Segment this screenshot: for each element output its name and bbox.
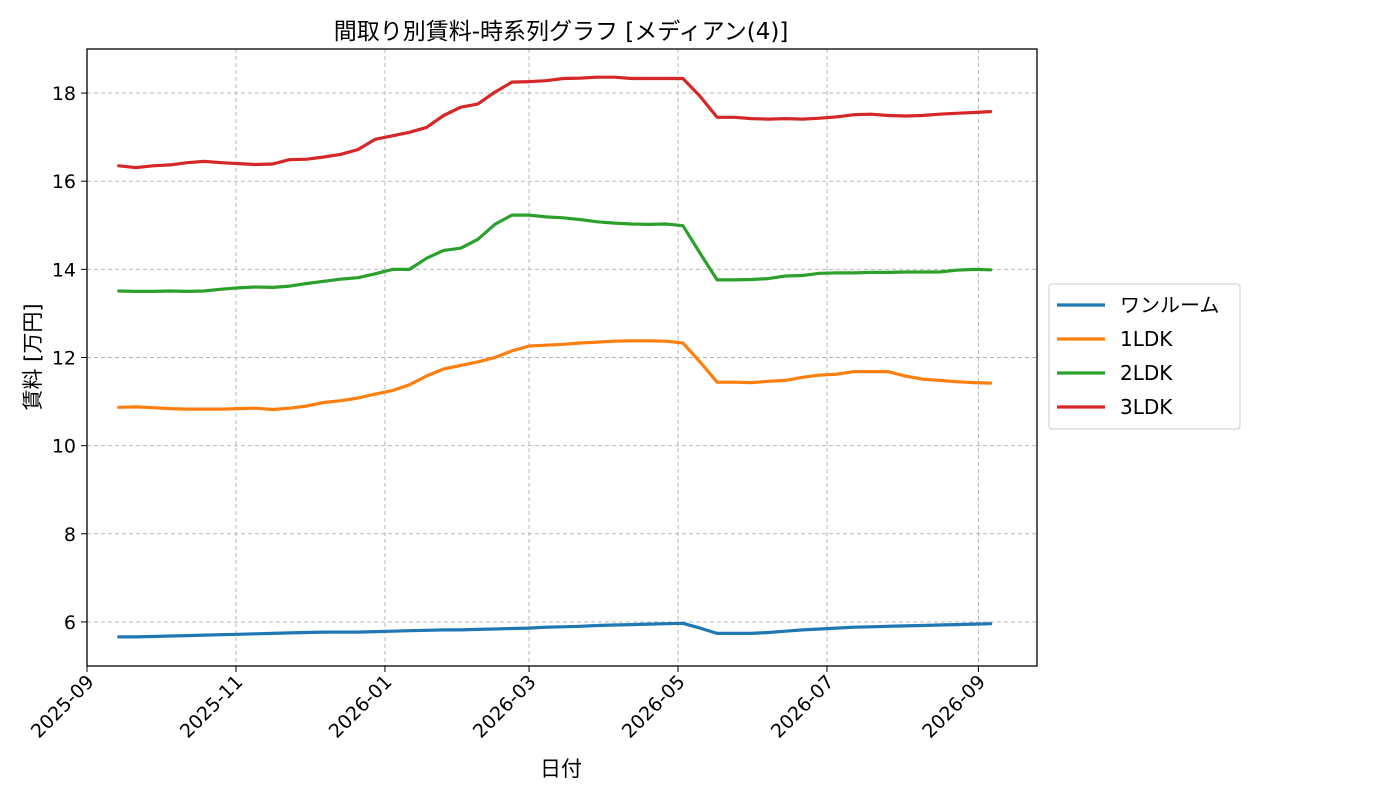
x-axis-ticks: 2025-09 2025-11 2026-01 2026-03 2026-05 2026-…	[27, 666, 990, 743]
series-line-3	[117, 213, 993, 293]
legend-label-2: 1LDK	[1120, 327, 1173, 351]
series-lines	[117, 75, 993, 639]
x-tick-label: 2026-07	[767, 671, 839, 743]
y-tick-label: 8	[64, 524, 76, 546]
y-tick-label: 18	[52, 83, 76, 105]
x-axis-label: 日付	[540, 757, 582, 781]
x-tick-label: 2026-05	[618, 671, 690, 743]
y-tick-label: 14	[52, 259, 76, 281]
legend: ワンルーム 1LDK 2LDK 3LDK	[1048, 283, 1241, 430]
grid-lines	[86, 49, 1037, 666]
series-line-1	[117, 621, 993, 639]
y-axis-ticks: 6 8 10 12 14 16 18	[52, 83, 87, 634]
y-tick-label: 16	[52, 171, 76, 193]
x-tick-label: 2026-01	[325, 671, 397, 743]
y-tick-label: 10	[52, 436, 76, 458]
y-tick-label: 12	[52, 348, 76, 370]
x-tick-label: 2025-09	[27, 671, 99, 743]
chart-title: 間取り別賃料-時系列グラフ [メディアン(4)]	[334, 19, 789, 45]
y-axis-label: 賃料 [万円]	[21, 303, 45, 410]
x-tick-label: 2026-03	[469, 671, 541, 743]
legend-label-3: 2LDK	[1120, 361, 1173, 385]
legend-label-1: ワンルーム	[1120, 293, 1219, 317]
series-line-2	[117, 339, 993, 412]
y-tick-label: 6	[64, 612, 76, 634]
series-line-4	[117, 75, 993, 170]
x-tick-label: 2026-09	[918, 671, 990, 743]
legend-label-4: 3LDK	[1120, 395, 1173, 419]
legend-box	[1048, 283, 1241, 430]
x-tick-label: 2025-11	[176, 671, 248, 743]
